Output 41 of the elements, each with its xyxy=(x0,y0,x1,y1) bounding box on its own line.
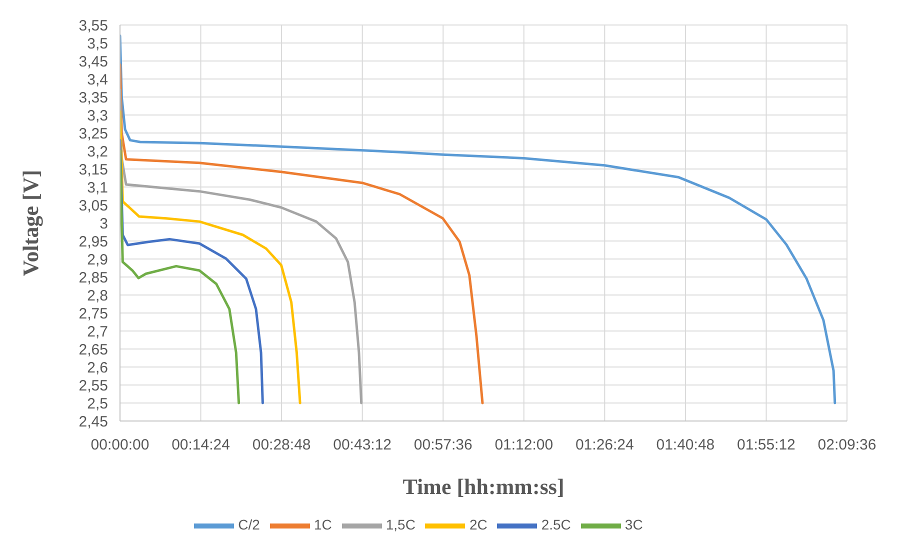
y-tick-label: 3,05 xyxy=(78,197,108,214)
x-tick-label: 00:14:24 xyxy=(172,436,230,454)
y-tick-label: 2,85 xyxy=(78,269,108,286)
x-tick-label: 00:28:48 xyxy=(252,436,311,454)
y-tick-label: 2,8 xyxy=(87,287,108,304)
x-tick-label: 01:26:24 xyxy=(575,436,634,454)
legend-label: C/2 xyxy=(238,516,260,533)
x-tick-label: 01:12:00 xyxy=(494,436,554,454)
y-tick-label: 3,45 xyxy=(78,53,108,70)
y-tick-label: 2,6 xyxy=(87,359,108,376)
y-tick-label: 3,4 xyxy=(87,71,108,88)
y-tick-label: 3,2 xyxy=(87,143,108,160)
y-tick-label: 3,25 xyxy=(78,125,108,142)
x-tick-label: 00:43:12 xyxy=(333,436,392,454)
y-tick-label: 3,15 xyxy=(78,161,108,178)
y-tick-label: 3,3 xyxy=(87,107,108,124)
x-axis-title: Time [hh:mm:ss] xyxy=(402,474,564,499)
y-tick-label: 2,5 xyxy=(87,395,108,412)
y-tick-label: 3,5 xyxy=(87,35,108,52)
legend-label: 3C xyxy=(624,516,643,533)
y-tick-label: 2,75 xyxy=(78,305,108,322)
x-tick-label: 00:00:00 xyxy=(90,436,150,454)
y-tick-label: 2,7 xyxy=(87,323,108,340)
y-axis-title: Voltage [V] xyxy=(18,170,43,276)
legend-label: 1C xyxy=(314,516,332,533)
y-tick-label: 2,65 xyxy=(78,341,108,358)
legend-label: 2C xyxy=(469,516,488,533)
x-tick-label: 00:57:36 xyxy=(414,436,472,454)
legend-label: 1,5C xyxy=(386,516,416,533)
y-tick-label: 2,45 xyxy=(78,413,108,430)
y-tick-label: 3,35 xyxy=(78,89,108,106)
legend-label: 2.5C xyxy=(541,516,571,533)
y-tick-label: 2,9 xyxy=(87,251,108,268)
y-tick-label: 3,55 xyxy=(78,17,108,34)
y-tick-label: 2,95 xyxy=(78,233,108,250)
y-tick-label: 2,55 xyxy=(78,377,108,394)
y-tick-label: 3,1 xyxy=(87,179,108,196)
x-tick-label: 01:55:12 xyxy=(737,436,796,454)
x-tick-label: 01:40:48 xyxy=(656,436,715,454)
y-tick-label: 3 xyxy=(100,215,108,232)
x-tick-label: 02:09:36 xyxy=(818,436,876,454)
